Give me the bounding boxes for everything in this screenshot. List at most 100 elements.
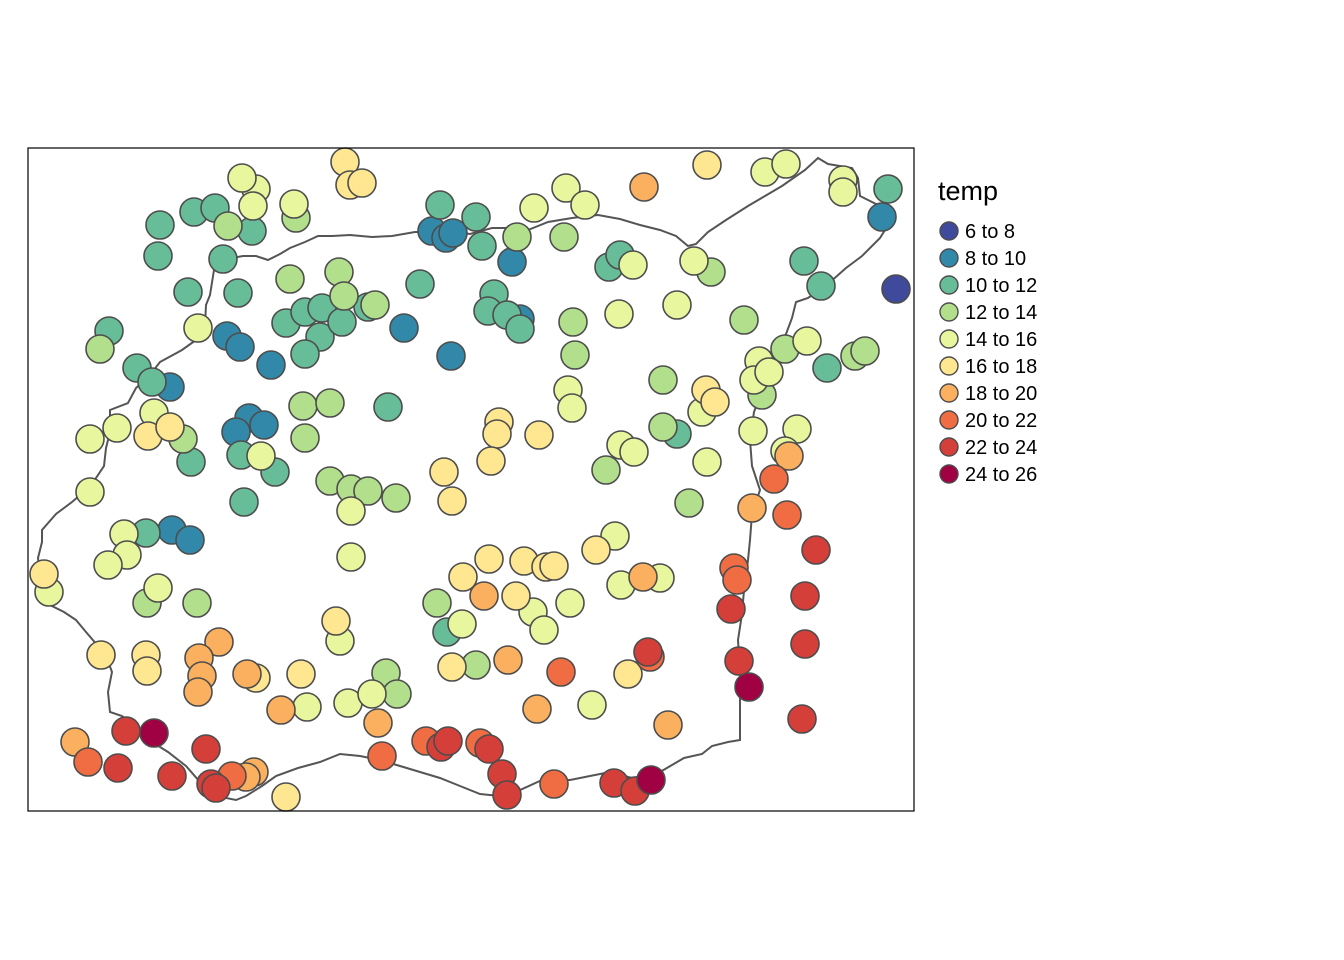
station-point — [204, 627, 234, 657]
station-point — [433, 726, 463, 756]
station-point — [662, 290, 692, 320]
station-point — [353, 476, 383, 506]
station-point — [734, 672, 764, 702]
station-point — [467, 231, 497, 261]
station-point — [336, 542, 366, 572]
station-point — [560, 340, 590, 370]
station-point — [227, 163, 257, 193]
legend-swatch — [939, 437, 959, 457]
legend-title: temp — [938, 176, 998, 206]
station-point — [497, 247, 527, 277]
station-point — [716, 594, 746, 624]
station-point — [628, 562, 658, 592]
station-point — [347, 168, 377, 198]
station-point — [290, 423, 320, 453]
station-point — [790, 581, 820, 611]
legend-label: 6 to 8 — [965, 221, 1015, 243]
station-point — [604, 299, 634, 329]
station-point — [474, 544, 504, 574]
station-point — [103, 753, 133, 783]
station-point — [143, 573, 173, 603]
station-point — [139, 718, 169, 748]
legend-swatch — [939, 248, 959, 268]
legend-label: 24 to 26 — [965, 464, 1037, 486]
station-point — [93, 550, 123, 580]
station-point — [476, 446, 506, 476]
station-point — [789, 246, 819, 276]
station-point — [469, 581, 499, 611]
station-point — [85, 334, 115, 364]
station-point — [232, 659, 262, 689]
station-point — [774, 441, 804, 471]
station-point — [759, 464, 789, 494]
station-point — [111, 716, 141, 746]
station-point — [522, 694, 552, 724]
station-point — [29, 559, 59, 589]
station-point — [700, 387, 730, 417]
station-point — [828, 177, 858, 207]
station-point — [806, 271, 836, 301]
station-point — [143, 241, 173, 271]
station-point — [492, 780, 522, 810]
station-point — [577, 690, 607, 720]
station-point — [792, 326, 822, 356]
station-point — [692, 150, 722, 180]
station-point — [539, 551, 569, 581]
legend-swatch — [939, 383, 959, 403]
station-point — [591, 455, 621, 485]
station-point — [519, 193, 549, 223]
station-point — [327, 307, 357, 337]
station-point — [618, 250, 648, 280]
station-point — [213, 211, 243, 241]
station-point — [539, 769, 569, 799]
station-point — [290, 339, 320, 369]
station-point — [436, 341, 466, 371]
legend-swatch — [939, 275, 959, 295]
station-point — [183, 313, 213, 343]
station-point — [315, 388, 345, 418]
station-points — [29, 147, 911, 812]
legend-label: 14 to 16 — [965, 329, 1037, 351]
station-point — [329, 281, 359, 311]
legend-label: 18 to 20 — [965, 383, 1037, 405]
station-point — [145, 210, 175, 240]
legend-label: 10 to 12 — [965, 275, 1037, 297]
station-point — [737, 493, 767, 523]
station-point — [405, 269, 435, 299]
station-point — [357, 679, 387, 709]
station-point — [850, 336, 880, 366]
station-point — [425, 190, 455, 220]
station-point — [75, 424, 105, 454]
station-point — [474, 734, 504, 764]
station-point — [493, 645, 523, 675]
station-point — [613, 659, 643, 689]
legend-swatch — [939, 356, 959, 376]
station-point — [787, 704, 817, 734]
station-point — [546, 657, 576, 687]
station-point — [790, 629, 820, 659]
station-point — [275, 264, 305, 294]
station-point — [873, 174, 903, 204]
legend-label: 22 to 24 — [965, 437, 1037, 459]
station-point — [722, 565, 752, 595]
station-point — [75, 477, 105, 507]
station-point — [557, 393, 587, 423]
station-point — [86, 640, 116, 670]
station-point — [191, 734, 221, 764]
station-point — [447, 609, 477, 639]
station-point — [437, 652, 467, 682]
station-point — [555, 588, 585, 618]
legend-label: 8 to 10 — [965, 248, 1026, 270]
station-point — [249, 410, 279, 440]
station-point — [266, 695, 296, 725]
station-point — [867, 202, 897, 232]
station-point — [437, 486, 467, 516]
station-point — [754, 357, 784, 387]
station-point — [501, 581, 531, 611]
station-point — [286, 659, 316, 689]
station-point — [674, 488, 704, 518]
station-point — [155, 412, 185, 442]
station-point — [102, 413, 132, 443]
station-point — [288, 391, 318, 421]
station-point — [256, 350, 286, 380]
